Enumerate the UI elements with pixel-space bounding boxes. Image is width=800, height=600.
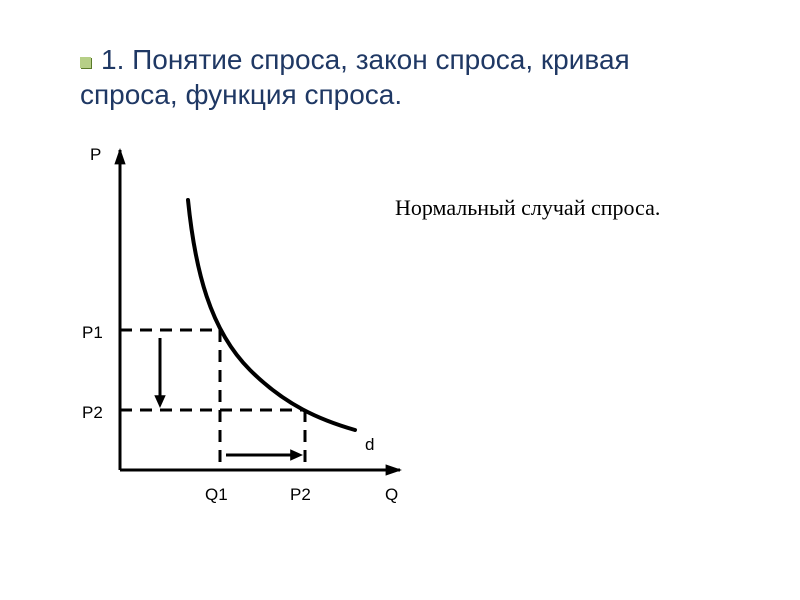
slide: 1. Понятие спроса, закон спроса, кривая … <box>0 0 800 600</box>
axis-label-q1: Q1 <box>205 485 228 505</box>
axis-label-p2: P2 <box>82 403 103 423</box>
axis-label-q: Q <box>385 485 398 505</box>
axis-label-q2: P2 <box>290 485 311 505</box>
title-bullet-icon <box>80 57 91 68</box>
axis-label-p: P <box>90 145 101 165</box>
axis-label-p1: P1 <box>82 323 103 343</box>
slide-title: 1. Понятие спроса, закон спроса, кривая … <box>80 42 720 112</box>
title-text: 1. Понятие спроса, закон спроса, кривая … <box>80 44 630 110</box>
chart-annotation: Нормальный случай спроса. <box>395 195 660 221</box>
chart-svg <box>110 140 410 480</box>
demand-chart: P P1 P2 Q1 P2 Q d <box>110 140 410 480</box>
curve-label-d: d <box>365 435 374 455</box>
